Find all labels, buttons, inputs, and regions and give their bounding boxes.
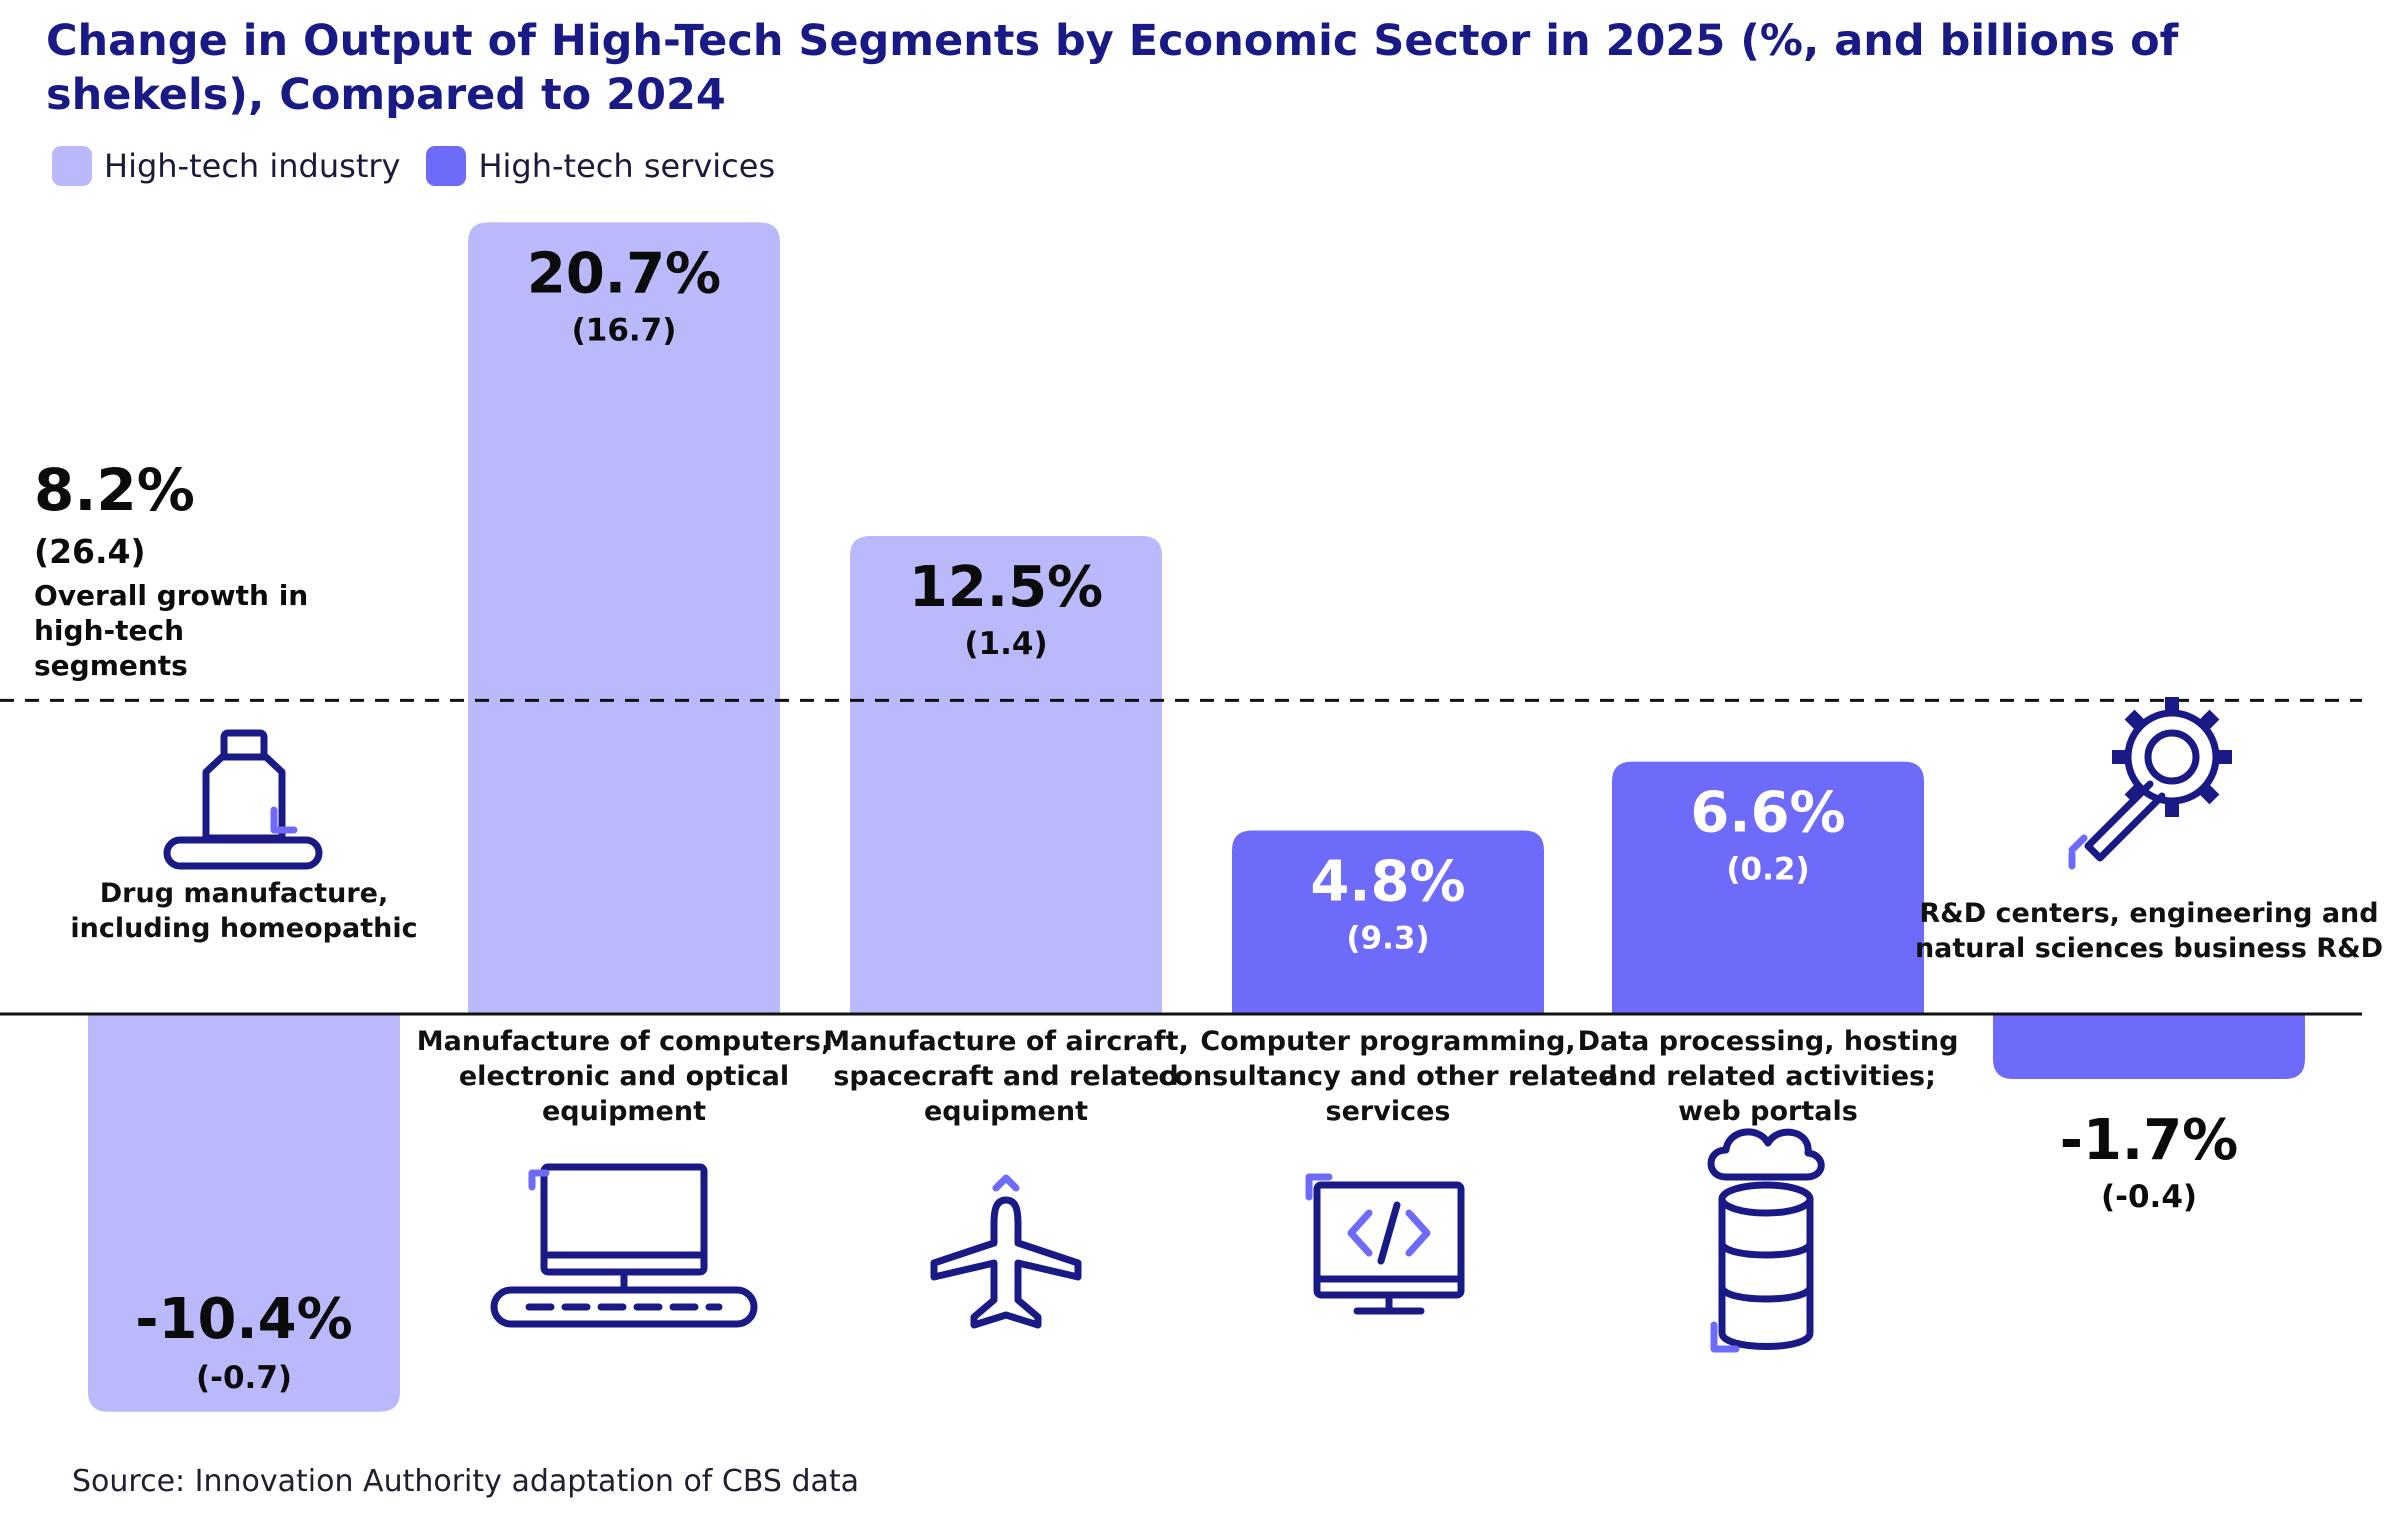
gear-tooth-8 <box>2198 709 2220 731</box>
category-label-4-line-3: services <box>1326 1096 1451 1127</box>
db-accent <box>1710 1321 1740 1353</box>
value-label-5: 6.6% <box>1690 781 1845 846</box>
bar-6 <box>1993 1014 2305 1080</box>
db-top <box>1718 1181 1814 1217</box>
wrench-handle <box>2084 780 2166 862</box>
value-label-1: -10.4% <box>135 1287 353 1352</box>
db-body <box>1718 1195 1814 1350</box>
source-note: Source: Innovation Authority adaptation … <box>72 1464 860 1499</box>
code-slash <box>1377 1201 1401 1265</box>
category-label-3-line-2: spacecraft and related <box>833 1061 1178 1092</box>
medicine-bottle-icon <box>163 729 323 870</box>
category-label-1-line-1: Drug manufacture, <box>100 878 388 909</box>
category-label-1-line-2: including homeopathic <box>70 913 417 944</box>
amount-label-1: (-0.7) <box>196 1360 292 1396</box>
airplane-accent <box>992 1174 1020 1192</box>
legend-label-services: High-tech services <box>478 147 776 185</box>
category-label-4-line-1: Computer programming, <box>1200 1026 1575 1057</box>
bar-3 <box>850 536 1162 1014</box>
amount-label-4: (9.3) <box>1346 920 1429 956</box>
category-label-2-line-1: Manufacture of computers, <box>417 1026 831 1057</box>
legend: High-tech industry High-tech services <box>52 146 801 186</box>
value-label-6: -1.7% <box>2060 1108 2239 1173</box>
bottle-accent <box>270 806 298 834</box>
gear-tooth-4 <box>2124 783 2146 805</box>
gear-tooth-6 <box>2124 709 2146 731</box>
gear-outer <box>2124 709 2220 805</box>
bar-1 <box>88 1014 400 1412</box>
category-label-4-line-2: consultancy and other related <box>1158 1061 1617 1092</box>
code-monitor-icon <box>1305 1173 1465 1315</box>
db-rings <box>1718 1239 1814 1303</box>
value-label-3: 12.5% <box>909 555 1103 620</box>
computer-accent <box>528 1169 550 1191</box>
category-label-6-line-2: natural sciences business R&D <box>1915 933 2383 964</box>
bar-5 <box>1612 761 1924 1014</box>
code-brackets <box>1347 1209 1431 1257</box>
bar-2 <box>468 222 780 1014</box>
overall-growth-amount: (26.4) <box>34 532 146 571</box>
amount-label-6: (-0.4) <box>2101 1179 2197 1215</box>
legend-swatch-industry <box>52 146 92 186</box>
computer-keyboard-icon <box>490 1163 758 1328</box>
amount-label-2: (16.7) <box>572 312 677 348</box>
gear-tooth-2 <box>2198 783 2220 805</box>
category-label-2-line-2: electronic and optical <box>459 1061 789 1092</box>
category-label-5-line-1: Data processing, hosting <box>1578 1026 1959 1057</box>
category-label-5-line-3: web portals <box>1678 1096 1858 1127</box>
airplane-body <box>930 1196 1082 1329</box>
legend-item-services: High-tech services <box>426 146 775 186</box>
category-label-2-line-3: equipment <box>542 1096 706 1127</box>
overall-growth-annotation: 8.2% (26.4) Overall growth in high-tech … <box>34 458 334 683</box>
category-label-3-line-1: Manufacture of aircraft, <box>823 1026 1189 1057</box>
value-label-4: 4.8% <box>1310 849 1465 914</box>
chart-title: Change in Output of High-Tech Segments b… <box>46 16 2179 120</box>
amount-label-3: (1.4) <box>964 626 1047 662</box>
bottle-cap <box>220 729 268 761</box>
wrench-accent <box>2068 834 2088 870</box>
bar-4 <box>1232 830 1544 1014</box>
value-label-2: 20.7% <box>527 241 721 306</box>
amount-label-5: (0.2) <box>1726 852 1809 888</box>
keyboard <box>490 1286 758 1328</box>
category-label-5-line-2: and related activities; <box>1600 1061 1936 1092</box>
legend-swatch-services <box>426 146 467 186</box>
cloud-database-icon <box>1707 1128 1825 1353</box>
airplane-icon <box>930 1174 1082 1329</box>
category-label-6-line-1: R&D centers, engineering and <box>1919 898 2378 929</box>
gear-wrench-icon <box>2068 697 2232 870</box>
cloud <box>1707 1128 1825 1181</box>
bottle-base <box>163 836 323 870</box>
legend-item-industry: High-tech industry <box>52 146 400 186</box>
legend-label-industry: High-tech industry <box>104 147 401 185</box>
code-accent <box>1305 1173 1333 1201</box>
overall-growth-value: 8.2% <box>34 456 195 524</box>
category-label-3-line-3: equipment <box>924 1096 1088 1127</box>
gear-inner <box>2144 729 2200 785</box>
overall-growth-label: Overall growth in high-tech segments <box>34 579 309 682</box>
